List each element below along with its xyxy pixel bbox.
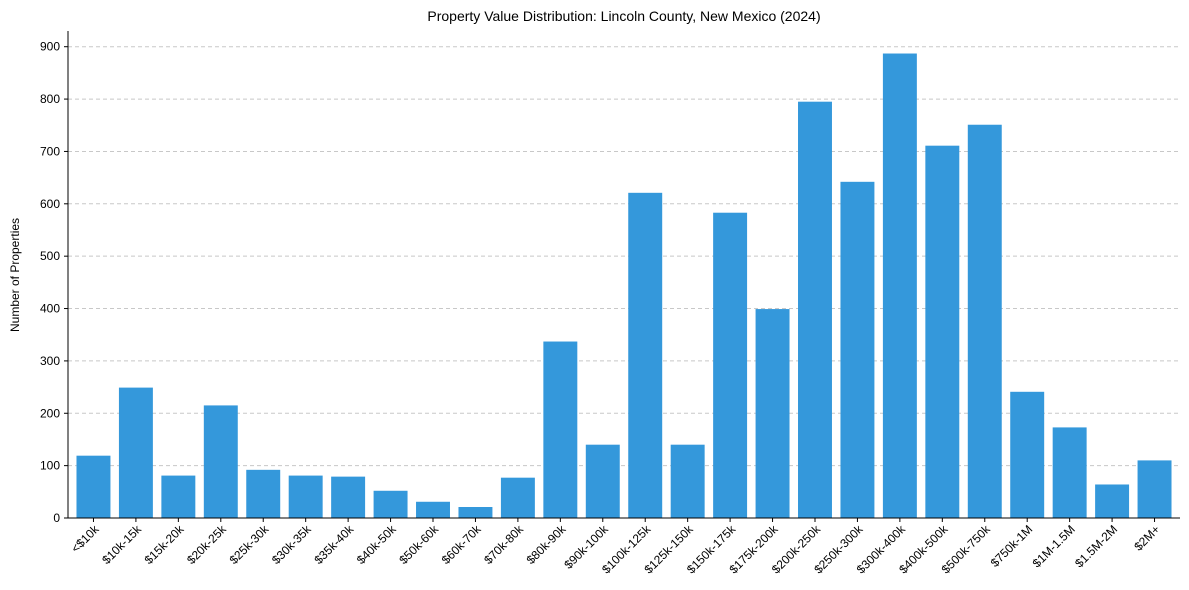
y-tick-label: 300 [40,354,60,368]
x-tick-label: $60k-70k [439,522,485,568]
bar [713,212,748,518]
x-tick-label: $30k-35k [269,522,315,568]
bar [585,444,620,518]
bar [840,181,875,518]
bar [755,309,790,518]
y-tick-label: 400 [40,302,60,316]
bar [925,145,960,518]
bar [288,475,323,518]
bar [670,444,705,518]
y-tick-label: 100 [40,459,60,473]
bar [1010,391,1045,518]
x-tick-label: $2M+ [1131,522,1162,553]
x-ticks: <$10k$10k-15k$15k-20k$20k-25k$25k-30k$30… [68,518,1163,576]
x-tick-label: $1M-1.5M [1030,522,1078,570]
x-tick-label: $50k-60k [396,522,442,568]
bar [967,124,1002,518]
bar [1052,427,1087,518]
bar [161,475,196,518]
x-tick-label: $20k-25k [184,522,230,568]
bar [628,192,663,518]
x-tick-label: $15k-20k [142,522,188,568]
y-tick-label: 600 [40,197,60,211]
bar [203,405,238,518]
bar [500,477,535,518]
y-ticks: 0 100 200 300 400 500 600 700 800 900 [40,40,68,525]
y-tick-label: 800 [40,92,60,106]
bar [373,490,408,518]
x-tick-label: $10k-15k [99,522,145,568]
y-tick-label: 700 [40,144,60,158]
x-tick-label: $25k-30k [227,522,273,568]
x-tick-label: $750k-1M [988,522,1036,570]
x-tick-label: <$10k [68,522,102,556]
y-axis-label: Number of Properties [8,218,22,332]
bar [798,101,832,519]
x-tick-label: $70k-80k [481,522,527,568]
bar [1095,484,1130,518]
chart-title: Property Value Distribution: Lincoln Cou… [427,8,820,24]
bar [543,341,578,518]
bar [1137,460,1172,518]
bar [118,387,153,518]
bar [416,501,450,518]
bar [458,507,493,518]
x-tick-label: $40k-50k [354,522,400,568]
y-tick-label: 0 [53,511,60,525]
bar [331,476,366,518]
bars [76,53,1172,519]
bar [882,53,917,518]
x-tick-label: $35k-40k [311,522,357,568]
axes [67,31,1180,519]
y-tick-label: 900 [40,40,60,54]
y-tick-label: 200 [40,406,60,420]
bar [76,455,111,518]
gridlines [68,46,1180,519]
x-tick-label: $1.5M-2M [1072,522,1120,570]
bar [246,469,281,518]
y-tick-label: 500 [40,249,60,263]
